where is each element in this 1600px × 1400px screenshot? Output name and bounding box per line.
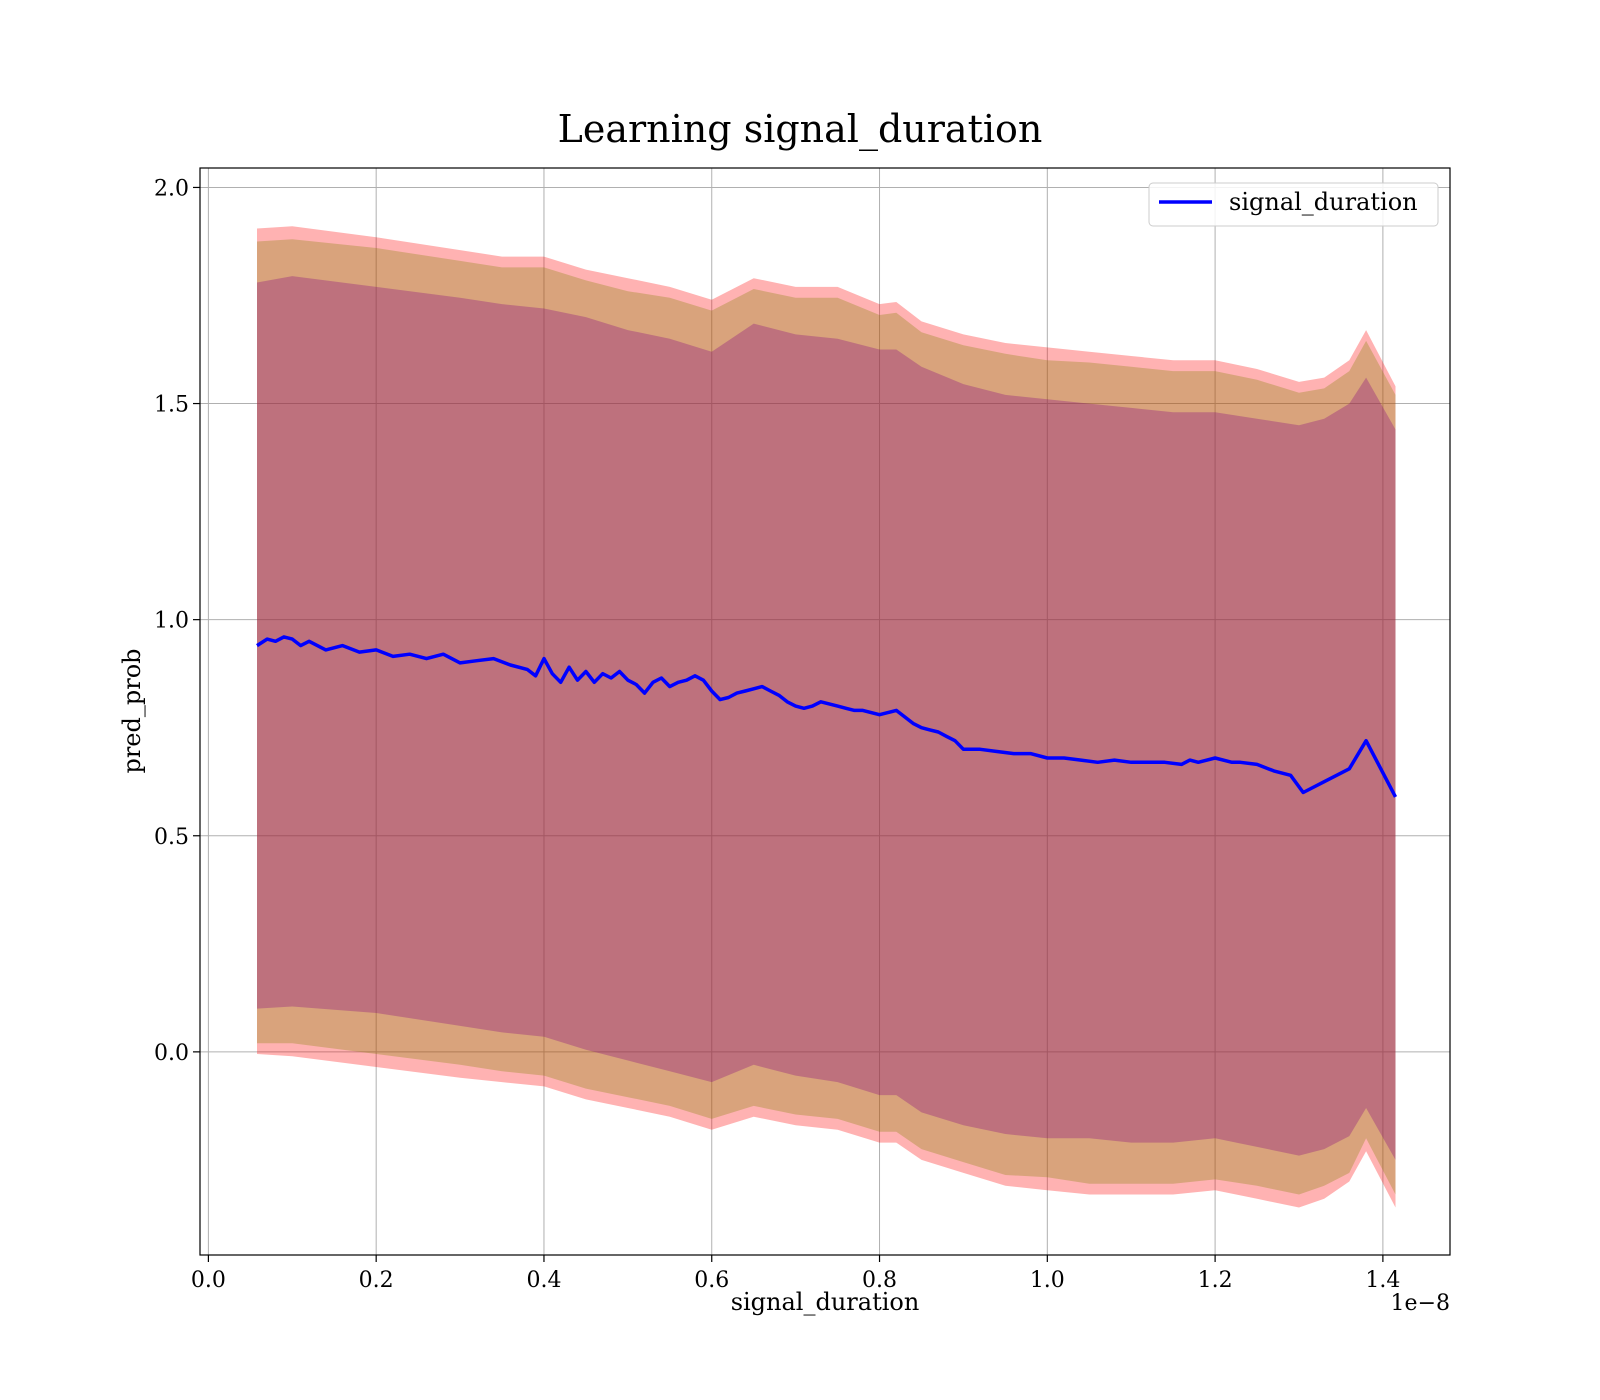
uncertainty-bands bbox=[257, 226, 1396, 1208]
x-tick-label: 0.6 bbox=[694, 1268, 729, 1293]
series-line-signal-duration bbox=[256, 635, 1398, 798]
x-tick-label: 0.2 bbox=[359, 1268, 394, 1293]
y-tick-label: 1.5 bbox=[154, 393, 189, 418]
band-middle bbox=[257, 239, 1396, 1195]
plot-background bbox=[200, 168, 1450, 1255]
legend: signal_duration bbox=[1148, 182, 1439, 227]
y-axis-ticks: 0.0 0.5 1.0 1.5 2.0 bbox=[154, 176, 200, 1066]
plot-frame bbox=[199, 167, 1451, 1256]
x-tick-label: 0.4 bbox=[526, 1268, 561, 1293]
x-tick-label: 1.2 bbox=[1198, 1268, 1233, 1293]
y-tick-label: 0.5 bbox=[154, 825, 189, 850]
x-tick-label: 1.4 bbox=[1365, 1268, 1400, 1293]
y-axis-label: pred_prob bbox=[118, 648, 146, 773]
legend-box bbox=[1148, 182, 1439, 227]
grid-lines bbox=[200, 168, 1450, 1255]
band-outer bbox=[257, 226, 1396, 1208]
legend-entry-label: signal_duration bbox=[1229, 188, 1418, 216]
x-axis-label: signal_duration bbox=[731, 1288, 920, 1316]
y-tick-label: 0.0 bbox=[154, 1041, 189, 1066]
x-axis-scale-label: 1e−8 bbox=[1391, 1291, 1450, 1316]
x-tick-label: 0.0 bbox=[191, 1268, 226, 1293]
band-inner bbox=[257, 276, 1396, 1160]
plot-area bbox=[199, 167, 1451, 1256]
series-lines bbox=[256, 635, 1398, 798]
x-tick-label: 1.0 bbox=[1030, 1268, 1065, 1293]
y-tick-label: 1.0 bbox=[154, 609, 189, 634]
chart-title: Learning signal_duration bbox=[558, 107, 1043, 152]
x-axis-ticks: 0.0 0.2 0.4 0.6 0.8 1.0 1.2 1.4 bbox=[191, 1255, 1400, 1293]
x-tick-label: 0.8 bbox=[862, 1268, 897, 1293]
y-tick-label: 2.0 bbox=[154, 176, 189, 201]
